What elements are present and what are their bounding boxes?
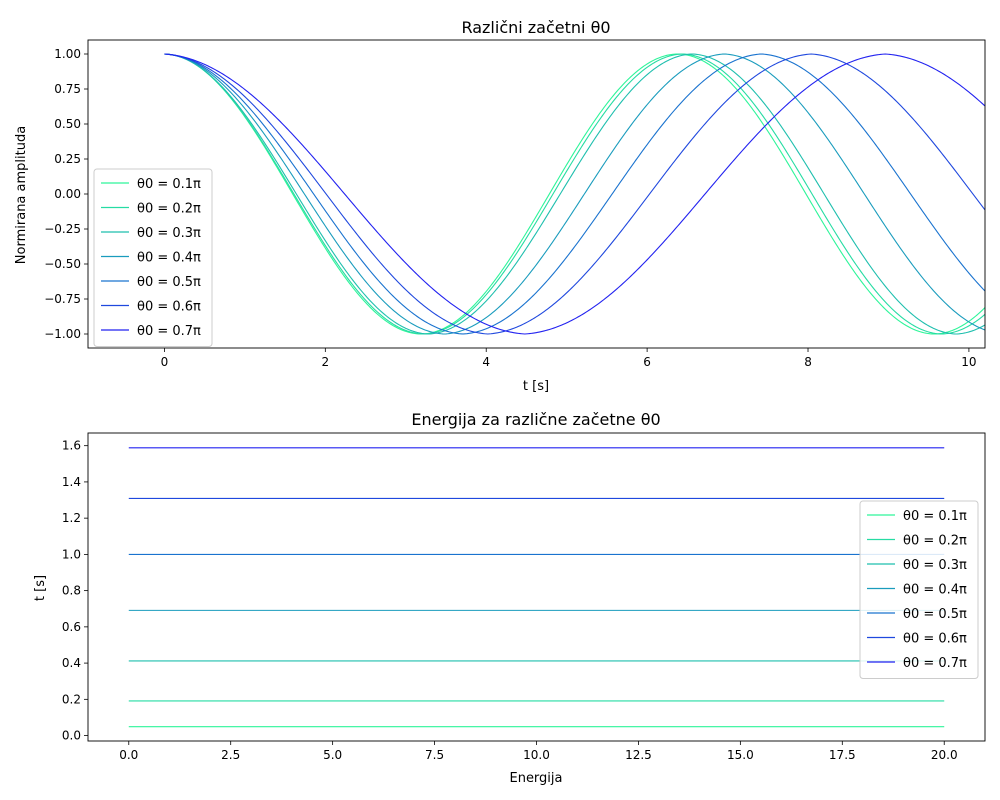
y-tick-label: −0.50 [44, 257, 81, 271]
axes-frame [87, 39, 986, 349]
chart-bottom-xlabel: Energija [509, 771, 562, 786]
legend-entry-label: θ0 = 0.1π [137, 177, 201, 192]
series-line [164, 53, 985, 335]
y-tick-label: 1.0 [62, 547, 81, 561]
chart-bottom-title: Energija za različne začetne θ0 [411, 410, 660, 429]
x-tick-label: 5.0 [323, 748, 342, 762]
x-tick-label: 10 [961, 355, 976, 369]
axes-frame [87, 432, 986, 742]
chart-top-legend: θ0 = 0.1π θ0 = 0.2π θ0 = 0.3π θ0 = 0.4π θ0 =… [93, 168, 213, 347]
series-line [164, 53, 985, 335]
chart-top-xlabel: t [s] [523, 379, 549, 394]
x-tick-label: 10.0 [523, 748, 550, 762]
legend-entry-label: θ0 = 0.4π [137, 251, 201, 266]
y-tick-label: 0.8 [62, 584, 81, 598]
x-tick-label: 2.5 [221, 748, 240, 762]
series-line [164, 53, 985, 335]
y-tick-label: −0.75 [44, 292, 81, 306]
y-tick-label: −1.00 [44, 327, 81, 341]
x-tick-label: 17.5 [829, 748, 856, 762]
legend-entry-label: θ0 = 0.2π [903, 534, 967, 549]
y-tick-label: 1.6 [62, 439, 81, 453]
x-tick-label: 0.0 [119, 748, 138, 762]
legend-entry-label: θ0 = 0.5π [903, 607, 967, 622]
x-tick-label: 0 [161, 355, 169, 369]
x-tick-label: 8 [804, 355, 812, 369]
y-tick-label: 0.4 [62, 656, 81, 670]
x-tick-label: 20.0 [931, 748, 958, 762]
legend-entry-label: θ0 = 0.5π [137, 275, 201, 290]
y-tick-label: 0.0 [62, 729, 81, 743]
series-line [164, 53, 985, 335]
chart-top-title: Različni začetni θ0 [461, 18, 610, 37]
legend-entry-label: θ0 = 0.6π [137, 300, 201, 315]
legend-entry-label: θ0 = 0.3π [903, 558, 967, 573]
x-tick-label: 6 [643, 355, 651, 369]
y-tick-label: 0.2 [62, 692, 81, 706]
legend-entry-label: θ0 = 0.7π [137, 324, 201, 339]
legend-entry-label: θ0 = 0.6π [903, 632, 967, 647]
x-tick-label: 15.0 [727, 748, 754, 762]
legend-entry-label: θ0 = 0.7π [903, 656, 967, 671]
series-line [164, 53, 985, 335]
chart-bottom-plot-area: 0.0 2.5 5.0 7.5 10.0 12.5 15.0 17.5 20.0 0.0 0.2 0.… [62, 432, 986, 762]
legend-box [93, 168, 213, 347]
series-lines [128, 447, 945, 728]
chart-energy: Energija za različne začetne θ0 Energija… [33, 410, 986, 786]
chart-angle-amplitude: Različni začetni θ0 t [s] Normirana ampl… [14, 18, 986, 394]
legend-entry-label: θ0 = 0.1π [903, 509, 967, 524]
y-tick-label: 1.2 [62, 511, 81, 525]
x-tick-label: 2 [322, 355, 330, 369]
chart-top-plot-area: 0 2 4 6 8 10 1.00 0.75 0.50 0.25 0.00 −0.25 −0.50 −0.… [44, 39, 986, 369]
y-tick-label: 0.50 [54, 117, 81, 131]
chart-bottom-legend: θ0 = 0.1π θ0 = 0.2π θ0 = 0.3π θ0 = 0.4π θ0 =… [859, 500, 979, 679]
legend-box [859, 500, 979, 679]
series-lines [164, 53, 985, 335]
y-tick-label: 0.6 [62, 620, 81, 634]
y-tick-label: 0.25 [54, 152, 81, 166]
x-tick-label: 4 [482, 355, 490, 369]
x-tick-label: 7.5 [425, 748, 444, 762]
x-tick-label: 12.5 [625, 748, 652, 762]
y-tick-label: 1.00 [54, 47, 81, 61]
y-tick-label: 0.00 [54, 187, 81, 201]
y-tick-label: −0.25 [44, 222, 81, 236]
series-line [164, 53, 985, 335]
chart-bottom-ylabel: t [s] [33, 575, 48, 601]
chart-top-ylabel: Normirana amplituda [14, 126, 29, 264]
y-tick-label: 0.75 [54, 82, 81, 96]
legend-entry-label: θ0 = 0.3π [137, 226, 201, 241]
y-tick-label: 1.4 [62, 475, 81, 489]
legend-entry-label: θ0 = 0.2π [137, 202, 201, 217]
legend-entry-label: θ0 = 0.4π [903, 583, 967, 598]
series-line [164, 53, 985, 335]
